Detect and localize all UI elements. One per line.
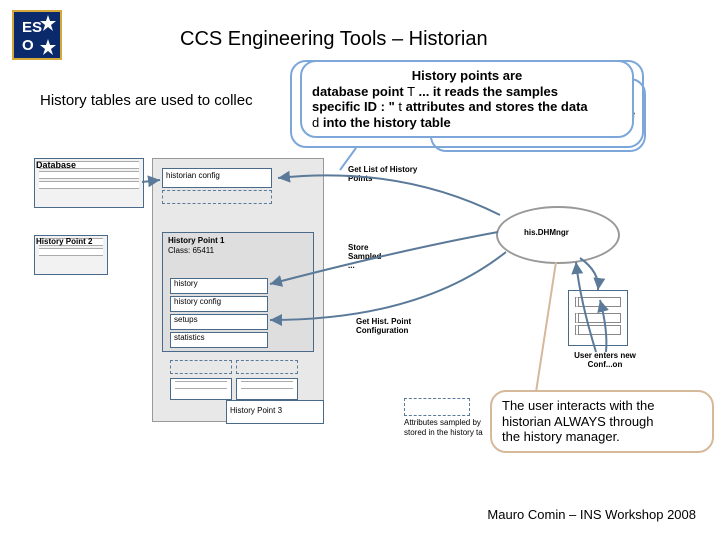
footer-text: Mauro Comin – INS Workshop 2008	[487, 507, 696, 522]
small-box-b	[236, 378, 298, 400]
row-statistics-label: statistics	[174, 333, 205, 342]
callout-user-interact: The user interacts with the historian AL…	[490, 390, 714, 453]
callout-line2b: ... it reads the samples	[418, 84, 557, 99]
history-table-icon	[568, 290, 628, 346]
historian-config-label: historian config	[166, 171, 220, 180]
row-history-label: history	[174, 279, 198, 288]
frag-t: T	[407, 84, 415, 99]
callout-line2a: database point	[312, 84, 404, 99]
callout-br-line3: the history manager.	[502, 429, 702, 445]
svg-text:ES: ES	[22, 19, 42, 36]
callout-line4: into the history table	[323, 115, 451, 130]
row-setups-label: setups	[174, 315, 198, 324]
callout-line1: History points are	[312, 68, 622, 84]
historian-config-dashed	[162, 190, 272, 204]
user-conf-label: User enters new Conf...on	[560, 352, 650, 370]
frag-d: d	[312, 115, 319, 130]
callout-line3b: attributes and stores the data	[406, 99, 588, 114]
hisdhm-label: his.DHMngr	[524, 228, 569, 237]
get-cfg-label: Get Hist. Point Configuration	[356, 318, 456, 336]
callout-line3a: specific ID : "	[312, 99, 395, 114]
attrs-dashed	[404, 398, 470, 416]
attrs-sampled-label: Attributes sampled by	[404, 418, 481, 427]
callout-br-line1: The user interacts with the	[502, 398, 702, 414]
store-sampled-label: Store Sampled ...	[348, 244, 408, 270]
history-point-1-title: History Point 1	[168, 236, 224, 245]
intro-text: History tables are used to collec	[40, 92, 253, 109]
page-title: CCS Engineering Tools – Historian	[180, 28, 488, 51]
small-box-a	[170, 378, 232, 400]
callout-history-points: History points are database point T ... …	[300, 60, 634, 138]
database-label: Database	[36, 160, 76, 170]
history-point-3-label: History Point 3	[230, 406, 282, 415]
history-point-2-label: History Point 2	[36, 237, 92, 246]
slide-root: ES O CCS Engineering Tools – Historian H…	[0, 0, 720, 540]
stored-in-label: stored in the history ta	[404, 428, 483, 437]
svg-text:O: O	[22, 37, 34, 54]
row-history-config-label: history config	[174, 297, 221, 306]
history-point-1-class: Class: 65411	[168, 246, 214, 255]
dashed-b	[236, 360, 298, 374]
callout-br-line2: historian ALWAYS through	[502, 414, 702, 430]
get-list-label: Get List of History Points	[348, 166, 448, 184]
dashed-a	[170, 360, 232, 374]
eso-logo: ES O	[12, 10, 62, 60]
frag-t2: t	[398, 99, 402, 114]
